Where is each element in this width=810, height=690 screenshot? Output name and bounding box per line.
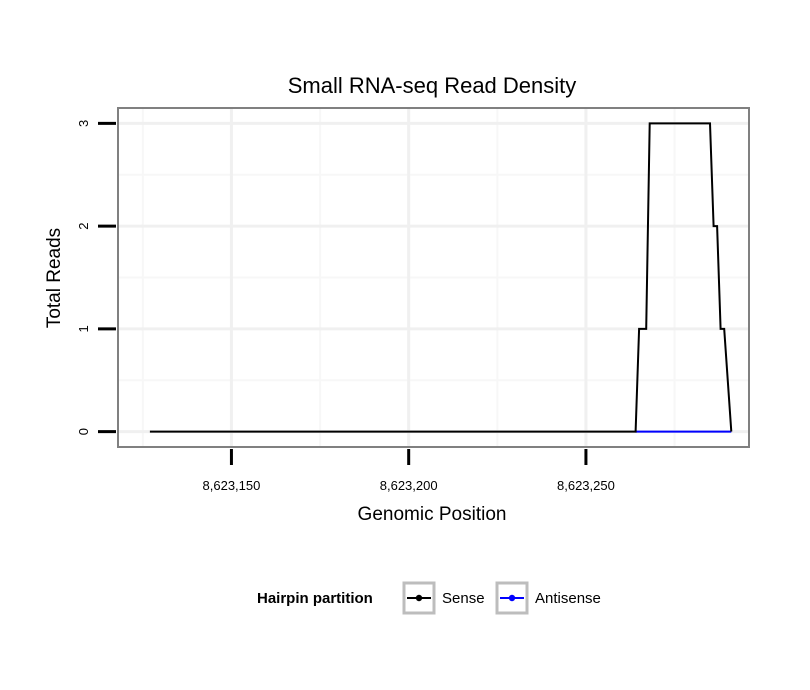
x-tick-label: 8,623,250 <box>557 478 615 493</box>
grid-minor <box>118 108 749 447</box>
y-tick-label: 1 <box>76 325 91 332</box>
chart-title: Small RNA-seq Read Density <box>288 73 577 98</box>
plot-border <box>117 107 750 448</box>
legend-marker-sense <box>415 594 423 602</box>
legend: Hairpin partition Sense Antisense <box>257 581 601 615</box>
y-tick-label: 2 <box>76 223 91 230</box>
legend-label-sense: Sense <box>442 590 485 607</box>
legend-title: Hairpin partition <box>257 590 373 607</box>
y-axis: 0 1 2 3 <box>76 120 116 435</box>
x-axis-title: Genomic Position <box>358 504 507 525</box>
x-tick-label: 8,623,150 <box>203 478 261 493</box>
x-axis: 8,623,150 8,623,200 8,623,250 <box>203 449 615 493</box>
series-line-sense <box>149 122 733 433</box>
y-axis-title: Total Reads <box>44 228 65 328</box>
x-tick-label: 8,623,200 <box>380 478 438 493</box>
legend-marker-antisense <box>508 594 516 602</box>
legend-label-antisense: Antisense <box>535 590 601 607</box>
y-tick-label: 0 <box>76 428 91 435</box>
y-tick-label: 3 <box>76 120 91 127</box>
series-layer <box>149 122 733 433</box>
